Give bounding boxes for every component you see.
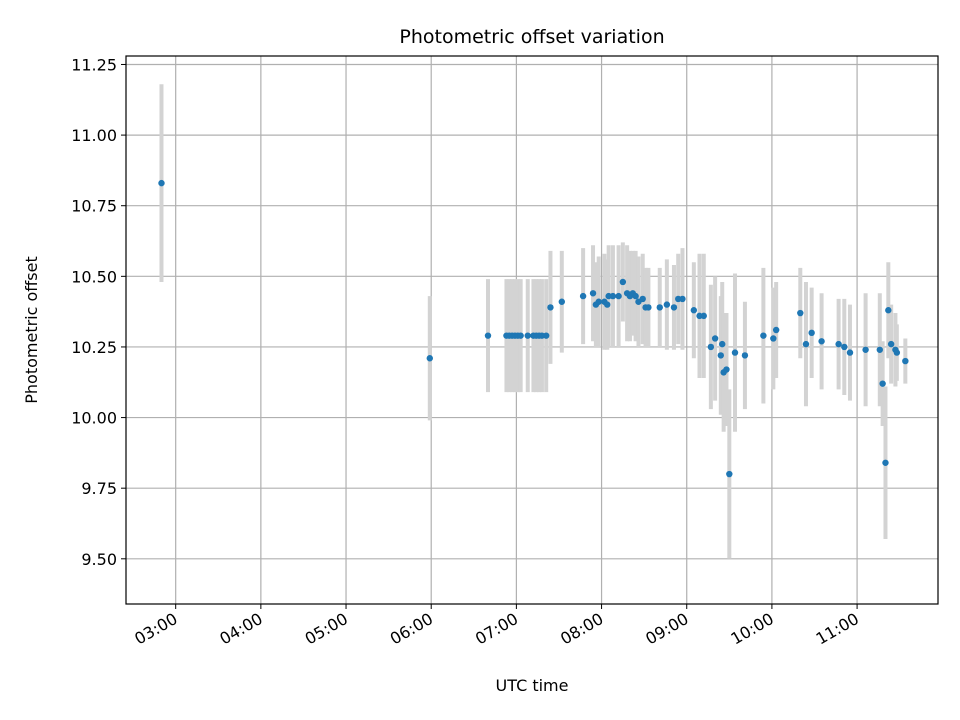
plot-frame [125, 55, 939, 605]
data-point [517, 332, 524, 339]
data-point [818, 338, 825, 345]
y-axis-ticks: 9.50 9.75 10.00 10.25 10.50 10.75 11.00 11.25 [71, 55, 126, 569]
data-point [707, 343, 715, 351]
data-point [711, 335, 719, 342]
data-point [426, 355, 433, 362]
y-tick-label: 10.00 [71, 409, 117, 428]
data-points [158, 179, 909, 478]
x-axis-label: UTC time [496, 676, 569, 695]
data-point [879, 380, 886, 387]
data-point [887, 340, 895, 348]
data-point [619, 278, 627, 286]
data-point [885, 307, 892, 314]
y-tick-label: 9.75 [81, 479, 117, 498]
y-tick-label: 10.75 [71, 197, 117, 216]
data-point [690, 307, 698, 314]
data-point [639, 295, 646, 303]
data-point [158, 179, 165, 187]
y-axis-label: Photometric offset [22, 256, 41, 404]
chart-title: Photometric offset variation [399, 26, 664, 48]
data-point [770, 335, 777, 342]
data-point [862, 346, 869, 353]
data-point [846, 349, 854, 356]
data-point [882, 459, 889, 466]
data-point [484, 332, 492, 339]
data-point [645, 304, 652, 311]
data-point [797, 309, 804, 317]
data-point [772, 326, 780, 334]
data-point [524, 332, 531, 339]
data-point [663, 301, 671, 308]
data-point [717, 352, 725, 359]
data-point [719, 340, 726, 348]
data-point [835, 340, 842, 348]
y-tick-label: 10.25 [71, 338, 117, 357]
data-point [558, 298, 566, 305]
data-point [700, 312, 707, 320]
data-point [547, 304, 554, 311]
data-point [615, 292, 622, 300]
data-point [731, 349, 739, 356]
data-point [604, 301, 611, 308]
data-point [579, 292, 587, 300]
data-point [808, 329, 815, 337]
data-point [609, 292, 617, 300]
data-point [656, 304, 663, 311]
y-tick-label: 10.50 [71, 267, 117, 286]
y-tick-label: 11.00 [71, 126, 117, 145]
data-point [589, 290, 597, 297]
data-point [723, 366, 730, 373]
data-point [542, 332, 550, 339]
data-point [726, 470, 733, 478]
data-point [893, 349, 901, 356]
data-point [595, 298, 602, 305]
y-tick-label: 9.50 [81, 550, 117, 569]
data-point [632, 292, 639, 300]
data-point [841, 343, 848, 351]
data-point [902, 357, 909, 365]
data-point [741, 352, 749, 359]
data-point [679, 295, 686, 303]
data-point [876, 346, 883, 353]
y-tick-label: 11.25 [71, 55, 117, 74]
data-point [802, 340, 810, 348]
data-point [670, 304, 678, 311]
data-point [760, 332, 767, 339]
